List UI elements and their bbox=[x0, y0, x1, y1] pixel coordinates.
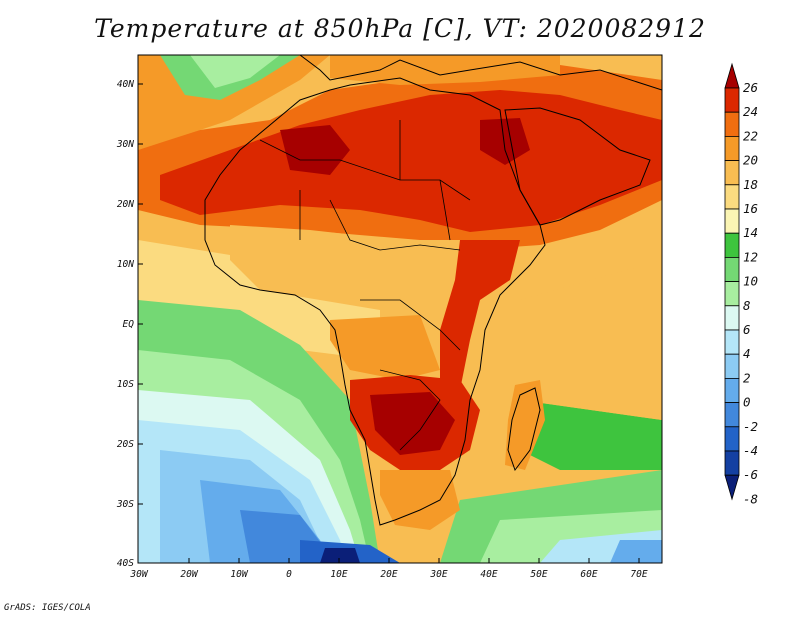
temperature-field bbox=[138, 55, 662, 563]
lon-label-60e: 60E bbox=[580, 569, 597, 580]
colorbar-label: 22 bbox=[743, 128, 758, 143]
colorbar-segment bbox=[724, 474, 740, 501]
colorbar-segment bbox=[724, 208, 740, 234]
colorbar-label: -4 bbox=[743, 443, 758, 458]
lon-label-0: 0 bbox=[286, 569, 292, 580]
colorbar-label: 4 bbox=[743, 346, 751, 361]
colorbar-segment bbox=[724, 426, 740, 452]
lon-label-10e: 10E bbox=[330, 569, 347, 580]
colorbar-segment bbox=[724, 184, 740, 210]
colorbar-label: 6 bbox=[743, 322, 751, 337]
lon-label-30e: 30E bbox=[429, 569, 447, 580]
colorbar-label: 12 bbox=[743, 249, 758, 264]
colorbar-label: -2 bbox=[743, 419, 758, 434]
colorbar-label: 14 bbox=[743, 225, 758, 240]
latitude-axis: 40N 30N 20N 10N EQ 10S 20S 30S 40S bbox=[116, 79, 143, 569]
lon-label-20e: 20E bbox=[380, 569, 397, 580]
longitude-axis: 30W 20W 10W 0 10E 20E 30E 40E 50E 60E 70… bbox=[129, 558, 648, 580]
colorbar-segment bbox=[724, 111, 740, 137]
colorbar-segment bbox=[724, 256, 740, 282]
lat-label-20s: 20S bbox=[117, 439, 134, 450]
colorbar-label: 0 bbox=[743, 395, 751, 410]
colorbar-segment bbox=[724, 281, 740, 307]
lon-label-70e: 70E bbox=[630, 569, 647, 580]
colorbar-segment bbox=[724, 135, 740, 161]
colorbar-label: 20 bbox=[743, 153, 758, 168]
colorbar-label: -8 bbox=[743, 491, 758, 506]
lon-label-30w: 30W bbox=[129, 569, 148, 580]
colorbar-segment bbox=[724, 450, 740, 476]
lat-label-30n: 30N bbox=[116, 139, 134, 150]
colorbar-label: 16 bbox=[743, 201, 758, 216]
colorbar-segment bbox=[724, 160, 740, 186]
lat-label-20n: 20N bbox=[117, 199, 134, 210]
colorbar-segment bbox=[724, 305, 740, 331]
lon-label-10w: 10W bbox=[230, 569, 248, 580]
lat-label-40s: 40S bbox=[117, 558, 134, 569]
colorbar-segment bbox=[724, 232, 740, 258]
colorbar-label: -6 bbox=[743, 467, 758, 482]
colorbar-segment bbox=[724, 62, 740, 89]
colorbar-segment bbox=[724, 402, 740, 428]
lat-label-10n: 10N bbox=[117, 259, 134, 270]
lon-label-40e: 40E bbox=[480, 569, 497, 580]
lat-label-40n: 40N bbox=[117, 79, 134, 90]
colorbar-segment bbox=[724, 87, 740, 113]
grads-credit: GrADS: IGES/COLA bbox=[4, 603, 91, 613]
colorbar-label: 8 bbox=[743, 298, 751, 313]
map-frame bbox=[137, 54, 663, 564]
lat-label-10s: 10S bbox=[117, 379, 134, 390]
colorbar-segment bbox=[724, 353, 740, 379]
lat-label-eq: EQ bbox=[123, 319, 135, 330]
lon-label-20w: 20W bbox=[180, 569, 198, 580]
lon-label-50e: 50E bbox=[530, 569, 547, 580]
colorbar-label: 24 bbox=[743, 104, 758, 119]
map-title: Temperature at 850hPa [C], VT: 202008291… bbox=[94, 14, 706, 43]
coastlines bbox=[204, 55, 662, 526]
colorbar-label: 18 bbox=[743, 177, 758, 192]
colorbar-label: 2 bbox=[743, 370, 751, 385]
colorbar-segment bbox=[724, 329, 740, 355]
colorbar-label: 10 bbox=[743, 274, 758, 289]
colorbar-segment bbox=[724, 377, 740, 403]
colorbar-label: 26 bbox=[743, 80, 758, 95]
lat-label-30s: 30S bbox=[116, 499, 134, 510]
